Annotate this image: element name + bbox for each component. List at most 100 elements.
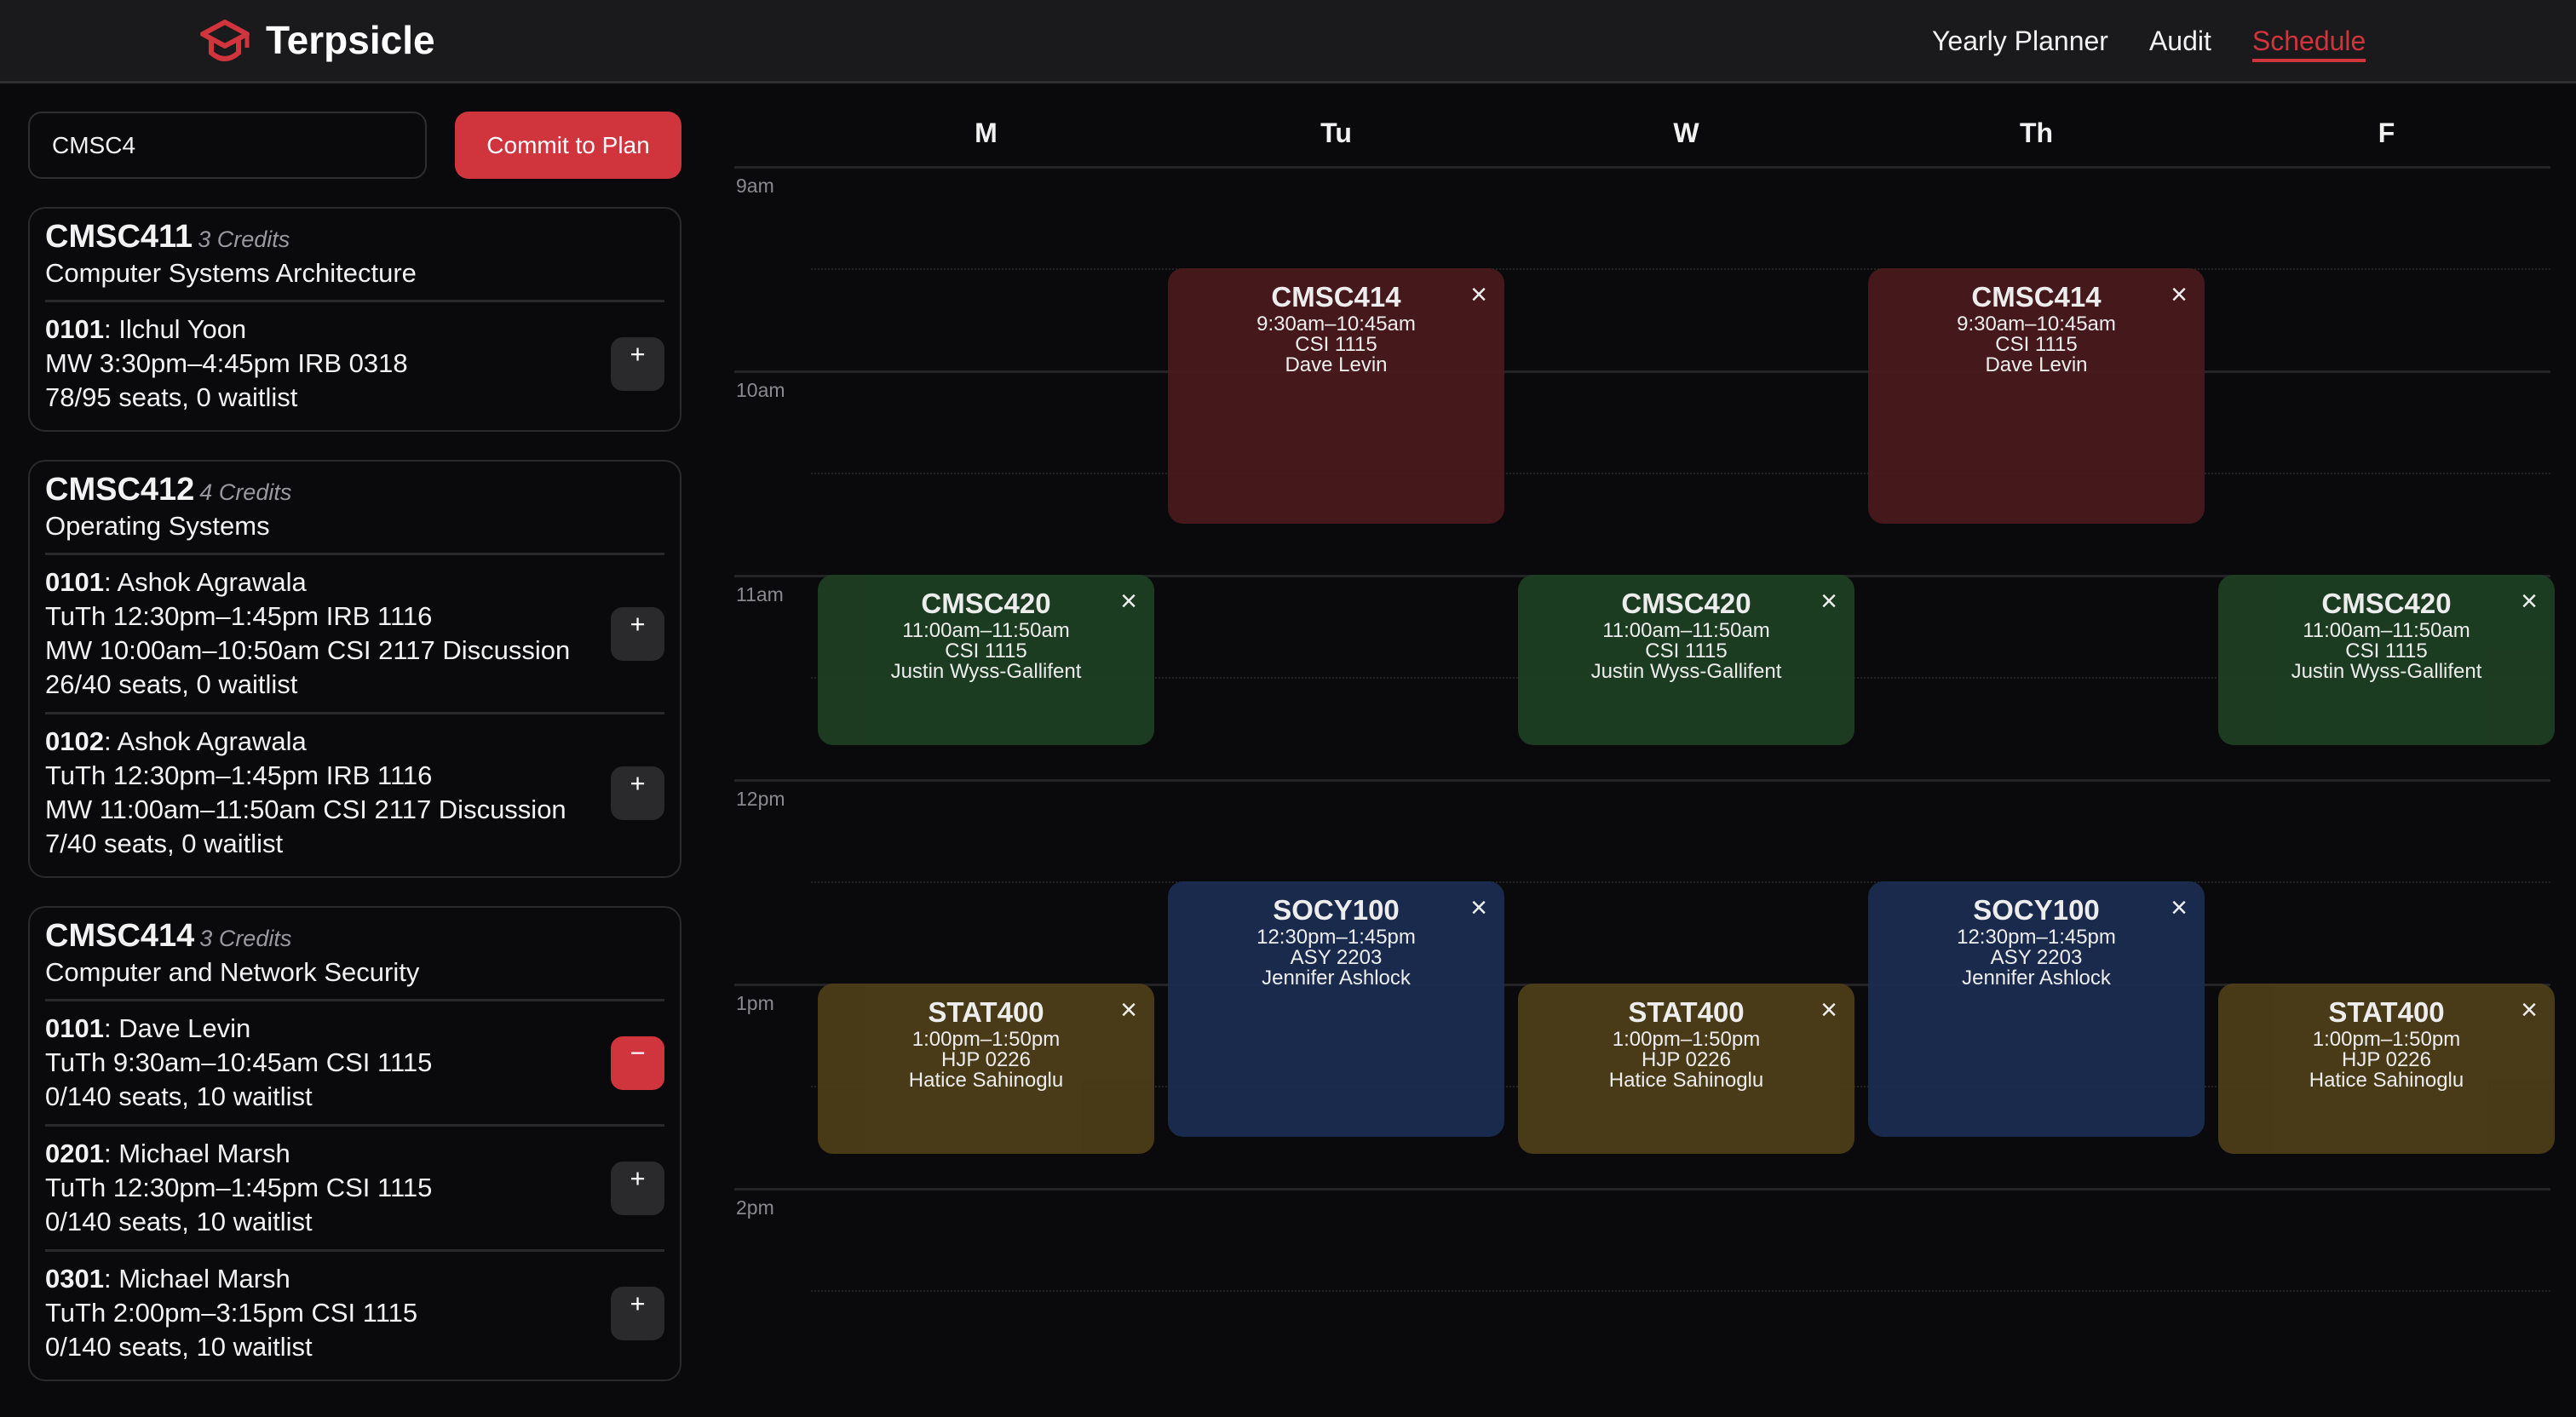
section-instructor: Dave Levin	[118, 1013, 251, 1043]
graduation-cap-icon	[200, 20, 250, 61]
day-header: Th	[2019, 118, 2054, 148]
event-instructor: Jennifer Ashlock	[1262, 967, 1411, 990]
event-time: 9:30am–10:45am	[1256, 313, 1416, 336]
hour-label: 9am	[736, 175, 774, 197]
schedule-event-stat400[interactable]: STAT400 1:00pm–1:50pm HJP 0226 Hatice Sahin…	[1518, 984, 1854, 1154]
event-instructor: Jennifer Ashlock	[1962, 967, 2111, 990]
schedule-event-stat400[interactable]: STAT400 1:00pm–1:50pm HJP 0226 Hatice Sahin…	[818, 984, 1154, 1154]
close-icon[interactable]: ×	[1470, 278, 1487, 311]
hour-label: 1pm	[736, 992, 774, 1014]
half-hour-gridline	[811, 268, 2550, 270]
event-instructor: Dave Levin	[1985, 353, 2088, 376]
course-card-header: CMSC412 4 Credits Operating Systems	[45, 472, 664, 555]
event-room: CSI 1115	[2345, 640, 2428, 663]
hour-label: 10am	[736, 379, 785, 401]
event-room: CSI 1115	[1295, 333, 1377, 356]
event-course: CMSC414	[1971, 281, 2102, 313]
day-header: M	[975, 118, 998, 148]
course-code: CMSC414	[45, 918, 195, 954]
add-section-button[interactable]: +	[611, 607, 664, 661]
section-instructor: Ilchul Yoon	[118, 314, 247, 344]
hour-gridline	[734, 779, 2550, 782]
close-icon[interactable]: ×	[1820, 585, 1837, 617]
add-section-button[interactable]: +	[611, 766, 664, 820]
add-section-button[interactable]: +	[611, 1287, 664, 1340]
event-time: 9:30am–10:45am	[1957, 313, 2116, 336]
section-instructor-line: 0101: Dave Levin	[45, 1013, 251, 1043]
schedule-event-cmsc414[interactable]: CMSC414 9:30am–10:45am CSI 1115 Dave Levin ×	[1168, 268, 1504, 524]
event-room: HJP 0226	[941, 1048, 1031, 1071]
section-instructor-line: 0301: Michael Marsh	[45, 1264, 290, 1294]
event-time: 1:00pm–1:50pm	[2312, 1028, 2461, 1051]
section-meeting: TuTh 12:30pm–1:45pm CSI 1115	[45, 1173, 433, 1202]
schedule-event-cmsc420[interactable]: CMSC420 11:00am–11:50am CSI 1115 Justin Wys…	[818, 575, 1154, 745]
course-credits: 3 Credits	[199, 926, 292, 951]
event-room: HJP 0226	[2342, 1048, 2431, 1071]
section-meeting: MW 11:00am–11:50am CSI 2117 Discussion	[45, 795, 566, 824]
section-meeting: TuTh 12:30pm–1:45pm IRB 1116	[45, 760, 433, 790]
course-credits: 4 Credits	[199, 479, 292, 505]
course-heading: CMSC414 3 Credits	[45, 918, 664, 955]
course-title: Operating Systems	[45, 511, 270, 541]
hour-gridline	[734, 166, 2550, 169]
nav-yearly-planner[interactable]: Yearly Planner	[1932, 26, 2108, 56]
close-icon[interactable]: ×	[2521, 994, 2538, 1026]
event-instructor: Justin Wyss-Gallifent	[1590, 660, 1782, 683]
section-instructor-line: 0101: Ilchul Yoon	[45, 314, 247, 344]
schedule-event-cmsc420[interactable]: CMSC420 11:00am–11:50am CSI 1115 Justin Wys…	[1518, 575, 1854, 745]
half-hour-gridline	[811, 473, 2550, 474]
event-time: 12:30pm–1:45pm	[1256, 926, 1416, 949]
close-icon[interactable]: ×	[1470, 892, 1487, 924]
close-icon[interactable]: ×	[2171, 892, 2188, 924]
nav-audit[interactable]: Audit	[2148, 26, 2211, 56]
event-course: STAT400	[1628, 996, 1745, 1028]
add-section-button[interactable]: +	[611, 337, 664, 391]
event-room: ASY 2203	[1290, 946, 1383, 969]
event-instructor: Dave Levin	[1285, 353, 1388, 376]
section-seats: 7/40 seats, 0 waitlist	[45, 829, 284, 858]
section-id: 0101	[45, 314, 104, 344]
section-item: 0102: Ashok Agrawala TuTh 12:30pm–1:45pm …	[45, 714, 664, 871]
course-credits: 3 Credits	[198, 227, 290, 252]
event-course: CMSC420	[921, 588, 1051, 619]
event-time: 12:30pm–1:45pm	[1957, 926, 2116, 949]
hour-gridline	[734, 1188, 2550, 1190]
weekly-schedule-calendar: M Tu W Th F 9am 10am 11am 12pm 1pm 2pm CMSC414 9:30a…	[734, 83, 2576, 1417]
event-instructor: Justin Wyss-Gallifent	[890, 660, 1082, 683]
course-card-header: CMSC411 3 Credits Computer Systems Archite…	[45, 219, 664, 302]
commit-to-plan-button[interactable]: Commit to Plan	[455, 112, 681, 179]
schedule-event-socy100[interactable]: SOCY100 12:30pm–1:45pm ASY 2203 Jennifer As…	[1868, 881, 2205, 1137]
section-id: 0102	[45, 726, 104, 756]
event-course: CMSC420	[1621, 588, 1751, 619]
section-instructor: Ashok Agrawala	[117, 567, 307, 597]
event-course: CMSC414	[1271, 281, 1401, 313]
course-heading: CMSC411 3 Credits	[45, 219, 664, 255]
course-heading: CMSC412 4 Credits	[45, 472, 664, 508]
section-seats: 0/140 seats, 10 waitlist	[45, 1332, 313, 1362]
section-id: 0201	[45, 1139, 104, 1168]
close-icon[interactable]: ×	[1820, 994, 1837, 1026]
section-id: 0301	[45, 1264, 104, 1294]
course-search-input[interactable]	[28, 112, 427, 179]
schedule-event-stat400[interactable]: STAT400 1:00pm–1:50pm HJP 0226 Hatice Sahin…	[2218, 984, 2555, 1154]
course-card-header: CMSC414 3 Credits Computer and Network Sec…	[45, 918, 664, 1001]
close-icon[interactable]: ×	[2171, 278, 2188, 311]
schedule-event-cmsc420[interactable]: CMSC420 11:00am–11:50am CSI 1115 Justin Wys…	[2218, 575, 2555, 745]
half-hour-gridline	[811, 1290, 2550, 1292]
add-section-button[interactable]: +	[611, 1162, 664, 1215]
section-meeting: MW 10:00am–10:50am CSI 2117 Discussion	[45, 635, 571, 665]
close-icon[interactable]: ×	[1120, 994, 1137, 1026]
event-instructor: Justin Wyss-Gallifent	[2291, 660, 2482, 683]
day-header: Tu	[1320, 118, 1352, 148]
close-icon[interactable]: ×	[2521, 585, 2538, 617]
section-id: 0101	[45, 567, 104, 597]
remove-section-button[interactable]: −	[611, 1036, 664, 1090]
hour-gridline	[734, 370, 2550, 373]
nav-schedule[interactable]: Schedule	[2251, 26, 2366, 62]
section-seats: 26/40 seats, 0 waitlist	[45, 669, 298, 699]
close-icon[interactable]: ×	[1120, 585, 1137, 617]
app-title[interactable]: Terpsicle	[266, 18, 435, 62]
event-course: SOCY100	[1973, 894, 2100, 926]
schedule-event-socy100[interactable]: SOCY100 12:30pm–1:45pm ASY 2203 Jennifer As…	[1168, 881, 1504, 1137]
schedule-event-cmsc414[interactable]: CMSC414 9:30am–10:45am CSI 1115 Dave Levin ×	[1868, 268, 2205, 524]
